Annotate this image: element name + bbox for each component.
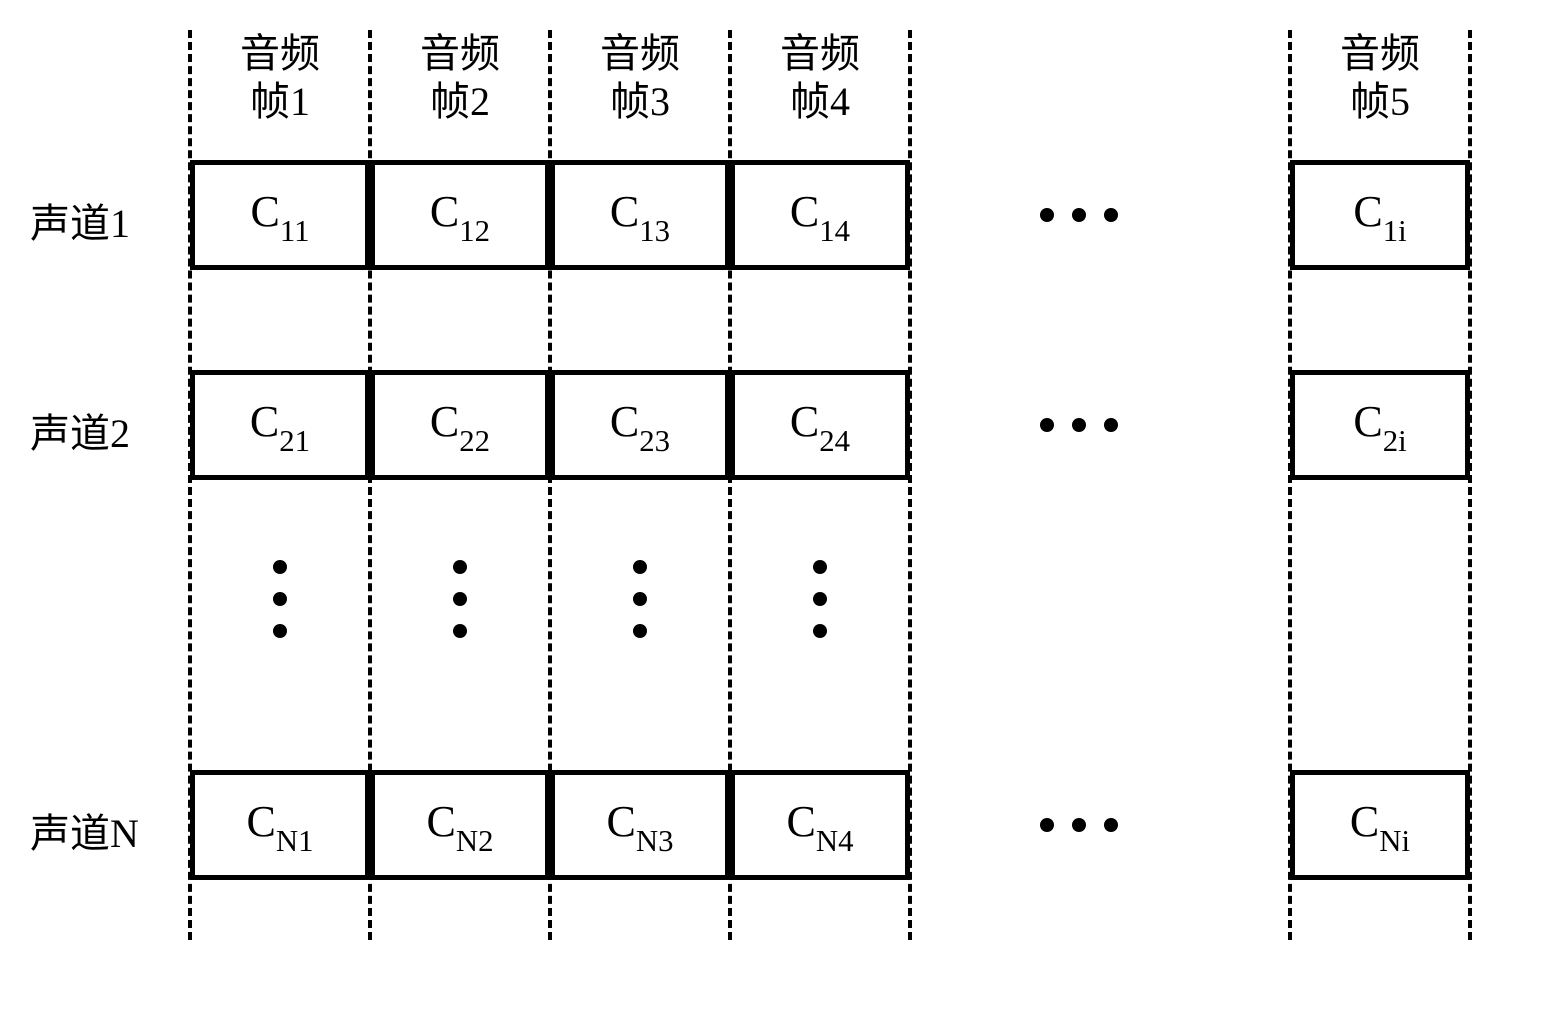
cell-label: CN1	[247, 796, 314, 854]
grid-cell: C14	[730, 160, 910, 270]
cell-subscript: 23	[639, 424, 670, 458]
cell-label: C2i	[1353, 396, 1406, 454]
grid-cell: C22	[370, 370, 550, 480]
grid-cell: C23	[550, 370, 730, 480]
cell-label: C24	[790, 396, 850, 454]
ellipsis-vertical	[453, 560, 467, 638]
grid-cell: C2i	[1290, 370, 1470, 480]
cell-subscript: 12	[459, 214, 490, 248]
cell-main: C	[610, 397, 639, 446]
cell-label: CN3	[607, 796, 674, 854]
grid-cell: C24	[730, 370, 910, 480]
grid-cell: C12	[370, 160, 550, 270]
ellipsis-horizontal	[1040, 818, 1118, 832]
row-label: 声道1	[30, 191, 180, 249]
ellipsis-vertical	[273, 560, 287, 638]
cell-main: C	[790, 187, 819, 236]
cell-subscript: 21	[279, 424, 310, 458]
cell-main: C	[247, 797, 276, 846]
cell-subscript: N3	[636, 824, 674, 858]
cell-label: CN4	[787, 796, 854, 854]
ellipsis-vertical	[633, 560, 647, 638]
ellipsis-horizontal	[1040, 418, 1118, 432]
cell-subscript: 24	[819, 424, 850, 458]
cell-subscript: 1i	[1383, 214, 1407, 248]
cell-subscript: 14	[819, 214, 850, 248]
cell-main: C	[250, 397, 279, 446]
diagram-stage: 音频 帧1音频 帧2音频 帧3音频 帧4音频 帧5声道1声道2声道NC11C12…	[0, 0, 1567, 1013]
column-header: 音频 帧1	[190, 30, 370, 150]
row-label: 声道N	[30, 801, 180, 859]
cell-main: C	[1350, 797, 1379, 846]
cell-subscript: 22	[459, 424, 490, 458]
cell-main: C	[430, 397, 459, 446]
cell-main: C	[430, 187, 459, 236]
ellipsis-horizontal	[1040, 208, 1118, 222]
cell-main: C	[250, 187, 279, 236]
column-header: 音频 帧2	[370, 30, 550, 150]
ellipsis-vertical	[813, 560, 827, 638]
grid-cell: CNi	[1290, 770, 1470, 880]
grid-cell: CN3	[550, 770, 730, 880]
column-header: 音频 帧3	[550, 30, 730, 150]
cell-main: C	[427, 797, 456, 846]
grid-cell: C21	[190, 370, 370, 480]
column-header: 音频 帧5	[1290, 30, 1470, 150]
cell-label: C11	[250, 186, 309, 244]
cell-main: C	[790, 397, 819, 446]
grid-cell: CN1	[190, 770, 370, 880]
cell-label: C14	[790, 186, 850, 244]
cell-main: C	[1353, 397, 1382, 446]
grid-cell: C13	[550, 160, 730, 270]
cell-label: CNi	[1350, 796, 1410, 854]
cell-subscript: N4	[816, 824, 854, 858]
cell-label: C23	[610, 396, 670, 454]
row-label: 声道2	[30, 401, 180, 459]
cell-subscript: 11	[280, 214, 310, 248]
grid-cell: CN4	[730, 770, 910, 880]
cell-subscript: N2	[456, 824, 494, 858]
grid-cell: CN2	[370, 770, 550, 880]
cell-label: CN2	[427, 796, 494, 854]
cell-label: C13	[610, 186, 670, 244]
cell-main: C	[610, 187, 639, 236]
cell-label: C1i	[1353, 186, 1406, 244]
cell-main: C	[787, 797, 816, 846]
cell-main: C	[1353, 187, 1382, 236]
cell-subscript: Ni	[1379, 824, 1410, 858]
grid-cell: C1i	[1290, 160, 1470, 270]
cell-label: C12	[430, 186, 490, 244]
column-header: 音频 帧4	[730, 30, 910, 150]
grid-cell: C11	[190, 160, 370, 270]
cell-subscript: N1	[276, 824, 314, 858]
cell-main: C	[607, 797, 636, 846]
cell-label: C21	[250, 396, 310, 454]
cell-subscript: 2i	[1383, 424, 1407, 458]
cell-subscript: 13	[639, 214, 670, 248]
cell-label: C22	[430, 396, 490, 454]
